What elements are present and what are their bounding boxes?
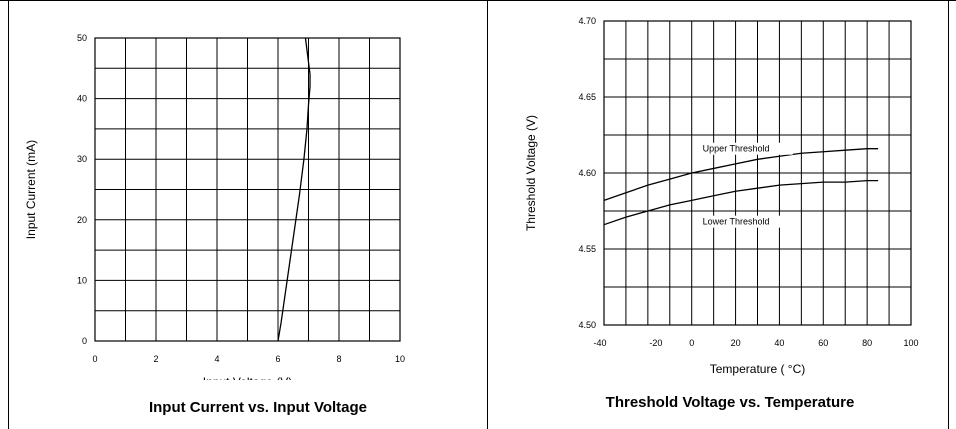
x-tick-label: 0 [92, 354, 97, 364]
y-tick-label: 10 [77, 275, 87, 285]
chart-1-title: Input Current vs. Input Voltage [148, 399, 368, 416]
x-tick-label: 20 [731, 338, 741, 348]
x-axis-label: Input Voltage (V) [203, 375, 292, 380]
y-axis-label: Threshold Voltage (V) [524, 115, 538, 231]
x-tick-label: 40 [774, 338, 784, 348]
x-tick-label: 2 [153, 354, 158, 364]
frame-divider [487, 0, 488, 429]
x-tick-label: 100 [903, 338, 918, 348]
x-tick-label: 6 [275, 354, 280, 364]
x-tick-label: -40 [593, 338, 606, 348]
x-tick-label: 80 [862, 338, 872, 348]
series-label-background [700, 142, 793, 155]
y-tick-label: 40 [77, 94, 87, 104]
y-tick-label: 4.70 [578, 16, 596, 26]
y-tick-label: 4.50 [578, 320, 596, 330]
x-axis-label: Temperature ( °C) [710, 362, 806, 376]
frame-left-border [8, 0, 9, 429]
y-tick-label: 20 [77, 215, 87, 225]
chart-2-title: Threshold Voltage vs. Temperature [605, 394, 855, 411]
series-line-1 [603, 148, 879, 201]
threshold-voltage-chart: -40 -20 0 20 40 60 80 100 4.50 4.55 4.60 4.65 4.70 Te… [524, 16, 919, 376]
frame-top-border [0, 0, 956, 1]
x-tick-label: 4 [214, 354, 219, 364]
plot-area-border [603, 20, 912, 326]
x-tick-label: 60 [818, 338, 828, 348]
series-label-1: Upper Threshold [703, 144, 770, 154]
input-current-chart: 0 2 4 6 8 10 0 10 20 30 40 50 Input Voltage (V) Input… [24, 33, 405, 380]
y-tick-label: 50 [77, 33, 87, 43]
series-label-background [700, 215, 793, 228]
y-tick-label: 4.65 [578, 92, 596, 102]
y-axis-label: Input Current (mA) [24, 140, 38, 239]
y-tick-label: 30 [77, 154, 87, 164]
y-tick-label: 0 [82, 336, 87, 346]
plot-area-border [94, 37, 401, 342]
series-line-2 [603, 179, 879, 226]
series-line-1 [277, 37, 311, 342]
x-tick-label: 0 [689, 338, 694, 348]
y-tick-label: 4.55 [578, 244, 596, 254]
series-label-2: Lower Threshold [703, 217, 770, 227]
y-tick-label: 4.60 [578, 168, 596, 178]
frame-right-border [948, 0, 949, 429]
x-tick-label: 8 [336, 354, 341, 364]
x-tick-label: -20 [649, 338, 662, 348]
x-tick-label: 10 [395, 354, 405, 364]
